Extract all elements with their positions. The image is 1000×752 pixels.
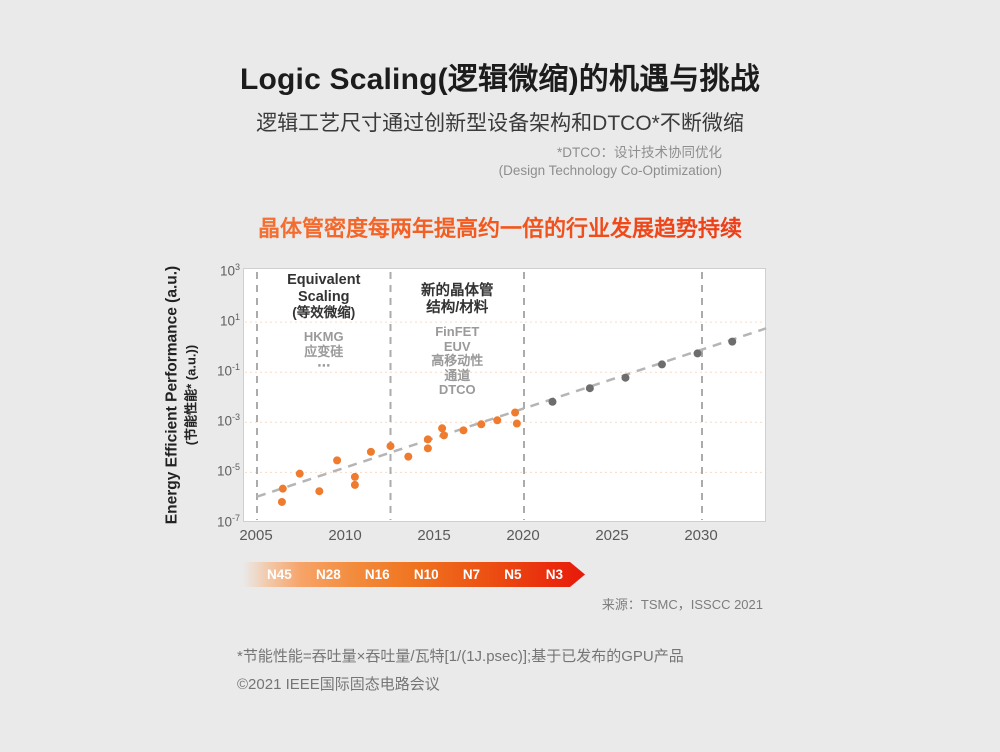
node-label: N7 (462, 567, 481, 582)
plot-area (245, 272, 767, 520)
y-axis-label: Energy Efficient Performance (a.u.) (节能性… (163, 215, 200, 575)
region-subtitle: (等效微缩) (292, 305, 356, 320)
page-subtitle: 逻辑工艺尺寸通过创新型设备架构和DTCO*不断微缩 (256, 112, 744, 135)
data-point (278, 484, 287, 493)
y-axis-label-en: Energy Efficient Performance (a.u.) (163, 265, 181, 525)
data-point (477, 420, 486, 429)
region-items: FinFET EUV 高移动性 通道 DTCO (431, 324, 484, 397)
x-axis-tick: 2025 (595, 527, 629, 544)
highlight-banner: 晶体管密度每两年提高约一倍的行业发展趋势持续 (0, 211, 1000, 243)
y-axis-tick: 103 (219, 262, 240, 279)
x-axis-tick: 2015 (417, 527, 451, 544)
y-axis-tick: 101 (219, 312, 240, 329)
node-label: N28 (315, 567, 341, 582)
data-point (423, 444, 432, 453)
y-axis-tick: 10-5 (216, 462, 240, 479)
data-point (333, 456, 342, 465)
node-label: N5 (504, 567, 522, 582)
data-point (295, 469, 304, 478)
x-axis-tick: 2010 (328, 527, 362, 544)
data-point (548, 397, 557, 406)
process-node-arrow: N45 N28 N16 N10 N7 N5 N3 (243, 562, 585, 587)
y-axis-tick: 10-1 (216, 362, 240, 379)
x-axis-tick: 2020 (506, 527, 540, 544)
dtco-footnote-line2: (Design Technology Co-Optimization) (498, 162, 722, 178)
data-point (621, 373, 630, 382)
y-axis-tick: 10-3 (216, 412, 240, 429)
data-point (350, 480, 359, 489)
y-axis-label-zh: (节能性能* (a.u.)) (183, 344, 199, 446)
data-point (459, 426, 468, 435)
data-point (423, 435, 432, 444)
data-point (512, 419, 521, 428)
region-annotation: 新的晶体管 结构/材料 FinFET EUV 高移动性 通道 DTCO (421, 283, 494, 398)
page-title: Logic Scaling(逻辑微缩)的机遇与挑战 (239, 63, 760, 96)
region-title: 新的晶体管 结构/材料 (421, 283, 494, 316)
region-items: HKMG 应变硅 ⋯ (303, 329, 344, 373)
node-label: N45 (267, 567, 292, 582)
dtco-footnote: *DTCO：设计技术协同优化 (Design Technology Co-Opt… (499, 144, 722, 179)
x-axis-tick: 2005 (239, 527, 273, 544)
data-point (350, 472, 359, 481)
scatter-chart: Equivalent Scaling (等效微缩) HKMG 应变硅 ⋯ 新的晶体管 … (243, 268, 767, 522)
node-label: N10 (413, 567, 439, 582)
y-axis-tick: 10-7 (216, 512, 240, 530)
region-annotation: Equivalent Scaling (等效微缩) HKMG 应变硅 ⋯ (287, 272, 360, 374)
footnote-copyright: ©2021 IEEE国际固态电路会议 (237, 676, 440, 693)
data-point (277, 497, 286, 506)
data-point (404, 452, 413, 461)
data-point (493, 416, 502, 425)
footnote-energy-definition: *节能性能=吞吐量×吞吐量/瓦特[1/(1J.psec)];基于已发布的GPU产… (237, 648, 684, 665)
source-text: 来源：TSMC，ISSCC 2021 (601, 597, 763, 612)
data-point (511, 408, 520, 417)
data-point (315, 487, 324, 496)
data-point (366, 447, 375, 456)
data-point (693, 349, 702, 358)
dtco-footnote-line1: *DTCO：设计技术协同优化 (557, 145, 722, 160)
node-label: N16 (364, 567, 390, 582)
node-label: N3 (545, 567, 563, 582)
data-point (728, 337, 737, 346)
region-title: Equivalent Scaling (287, 272, 361, 305)
data-point (439, 431, 448, 440)
data-point (657, 360, 666, 369)
data-point (585, 384, 594, 393)
data-point (438, 424, 447, 433)
x-axis-tick: 2030 (684, 527, 718, 544)
data-point (386, 442, 395, 451)
